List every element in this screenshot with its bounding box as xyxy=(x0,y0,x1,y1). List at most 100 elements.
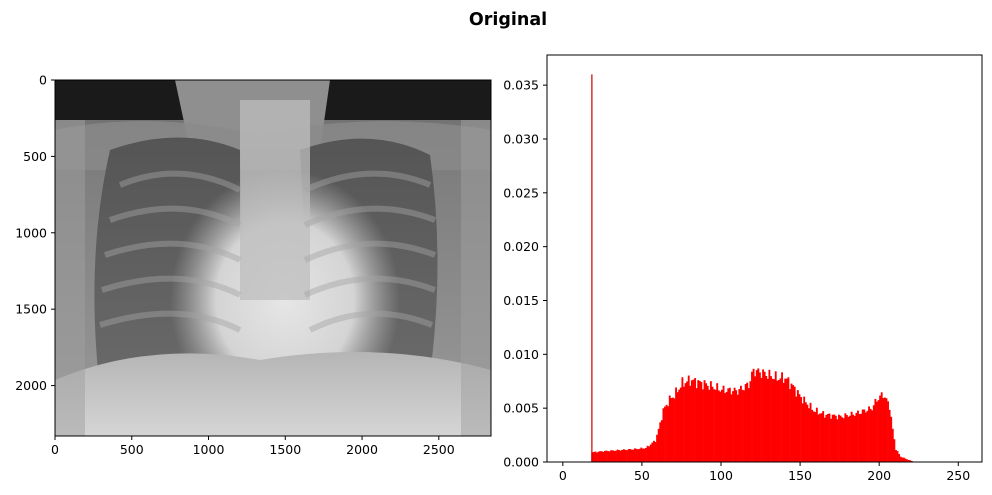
histogram-bar xyxy=(640,447,643,462)
histogram-bar xyxy=(910,460,913,462)
histogram-bar xyxy=(882,398,885,462)
histogram-bar xyxy=(861,409,864,462)
image-xtick-label: 1000 xyxy=(193,442,225,457)
histogram-bar xyxy=(717,390,720,462)
histogram-bar xyxy=(820,413,823,462)
histogram-bar xyxy=(597,451,600,462)
histogram-bar xyxy=(844,413,847,462)
histogram-bar xyxy=(678,389,681,462)
image-xtick-label: 2500 xyxy=(423,442,455,457)
histogram-bar xyxy=(826,414,829,462)
histogram-bar xyxy=(635,448,638,462)
histogram-bar xyxy=(751,371,753,462)
histogram-bar xyxy=(828,413,831,462)
histogram-bar xyxy=(782,382,785,462)
histogram-bar xyxy=(665,404,668,462)
histogram-bar xyxy=(651,442,654,462)
histogram-bar xyxy=(793,386,796,462)
histogram-bar xyxy=(608,451,611,462)
histogram-bar xyxy=(683,386,685,462)
histogram-bar xyxy=(907,459,910,462)
histogram-bar xyxy=(733,387,736,462)
histogram-bar xyxy=(890,416,893,462)
histogram-bar xyxy=(841,417,844,462)
histogram-bar xyxy=(705,383,708,462)
histogram-bar xyxy=(847,416,850,462)
histogram-bar xyxy=(624,449,627,462)
histogram-bar xyxy=(909,460,912,462)
histogram-bar xyxy=(804,402,807,462)
histogram-bar xyxy=(736,394,739,462)
histogram-bar xyxy=(627,449,630,462)
histogram-bar xyxy=(874,398,877,462)
histogram-bar xyxy=(681,377,684,462)
histogram-bar xyxy=(605,450,608,462)
histogram-bar xyxy=(621,449,624,462)
image-ytick-label: 2000 xyxy=(15,378,47,393)
histogram-bar xyxy=(784,378,787,462)
histogram-bar xyxy=(657,428,660,462)
figure-title: Original xyxy=(469,10,547,30)
histogram-bar xyxy=(798,394,801,462)
histogram-bar xyxy=(817,414,820,462)
histogram-bar xyxy=(670,398,673,462)
histogram-bar xyxy=(721,389,723,462)
histogram-bar xyxy=(891,428,894,462)
histogram-bar xyxy=(603,450,606,462)
histogram-bar xyxy=(698,380,701,462)
histogram-bar xyxy=(741,389,744,462)
histogram-bar xyxy=(697,380,700,462)
histogram-bar xyxy=(716,383,719,462)
histogram-bar xyxy=(850,411,853,462)
histogram-bar xyxy=(811,409,814,462)
histogram-bar xyxy=(744,383,747,462)
image-ytick-label: 1000 xyxy=(15,225,47,240)
histogram-bar xyxy=(779,378,782,462)
histogram-bar xyxy=(899,456,902,462)
histogram-bar xyxy=(852,414,855,462)
histogram-bar xyxy=(667,406,670,462)
histogram-bar xyxy=(722,385,725,462)
histogram-bar xyxy=(719,391,722,462)
histogram-bar xyxy=(758,372,761,462)
histogram-bar xyxy=(790,383,793,462)
histogram-bar xyxy=(675,387,678,462)
histogram-bar xyxy=(724,393,727,462)
histogram-bar xyxy=(801,403,804,462)
histogram-bar xyxy=(602,451,605,462)
histogram-ytick-label: 0.010 xyxy=(503,347,539,362)
histogram-bar xyxy=(838,414,840,462)
histogram-bar xyxy=(714,389,717,462)
histogram-bar xyxy=(732,391,734,462)
histogram-bar xyxy=(803,396,806,462)
histogram-xtick-label: 200 xyxy=(867,468,891,483)
histogram-bar xyxy=(600,451,603,462)
histogram-bar xyxy=(638,448,641,462)
histogram-bar xyxy=(611,450,614,462)
image-xtick-label: 2000 xyxy=(346,442,378,457)
histogram-bar xyxy=(895,449,897,462)
histogram-bar xyxy=(869,408,872,462)
histogram-frame xyxy=(546,54,983,463)
histogram-bar xyxy=(812,411,815,462)
histogram-bar xyxy=(618,450,621,462)
histogram-bar xyxy=(822,411,825,462)
histogram-bar xyxy=(901,457,904,462)
histogram-bar xyxy=(763,371,766,462)
histogram-bar xyxy=(887,401,889,462)
histogram-bar xyxy=(834,415,837,462)
histogram-bar xyxy=(645,447,647,462)
histogram-bar xyxy=(626,450,628,462)
histogram-bar xyxy=(849,415,852,462)
histogram-bar xyxy=(906,459,908,462)
histogram-bar xyxy=(830,418,833,462)
histogram-ytick-label: 0.005 xyxy=(503,401,539,416)
histogram-bar xyxy=(902,457,905,462)
histogram-bar xyxy=(776,380,779,462)
histogram-bar xyxy=(747,388,750,462)
histogram-bar xyxy=(800,397,802,462)
histogram-bar xyxy=(599,451,602,462)
image-xtick-label: 0 xyxy=(51,442,59,457)
histogram-bar xyxy=(662,408,665,462)
